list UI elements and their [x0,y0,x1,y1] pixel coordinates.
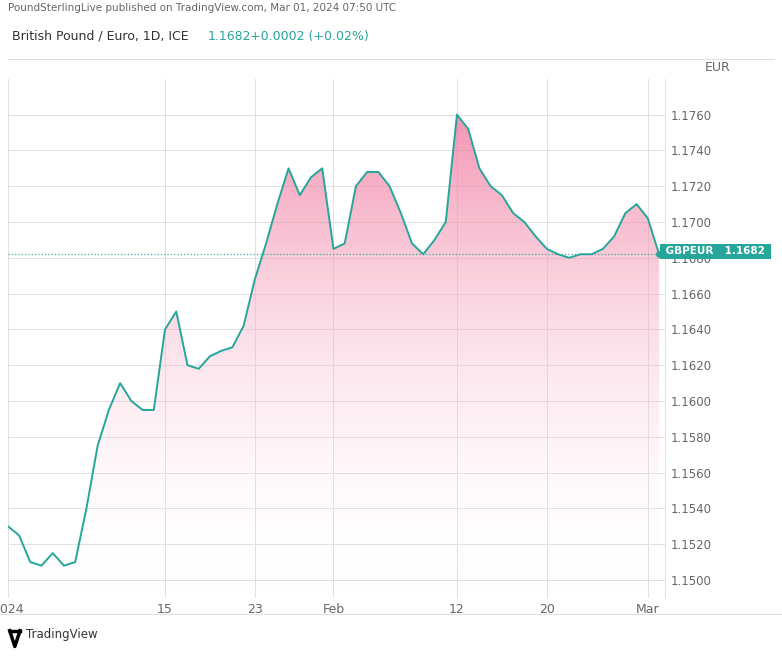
Text: 1.1682: 1.1682 [207,30,251,43]
Text: EUR: EUR [705,60,730,74]
Text: TradingView: TradingView [26,627,98,641]
Text: GBPEUR: GBPEUR [662,246,717,256]
Text: British Pound / Euro, 1D, ICE: British Pound / Euro, 1D, ICE [12,30,196,43]
Text: +0.0002 (+0.02%): +0.0002 (+0.02%) [246,30,369,43]
Text: 1.1682: 1.1682 [721,246,769,256]
Text: PoundSterlingLive published on TradingView.com, Mar 01, 2024 07:50 UTC: PoundSterlingLive published on TradingVi… [8,3,396,13]
